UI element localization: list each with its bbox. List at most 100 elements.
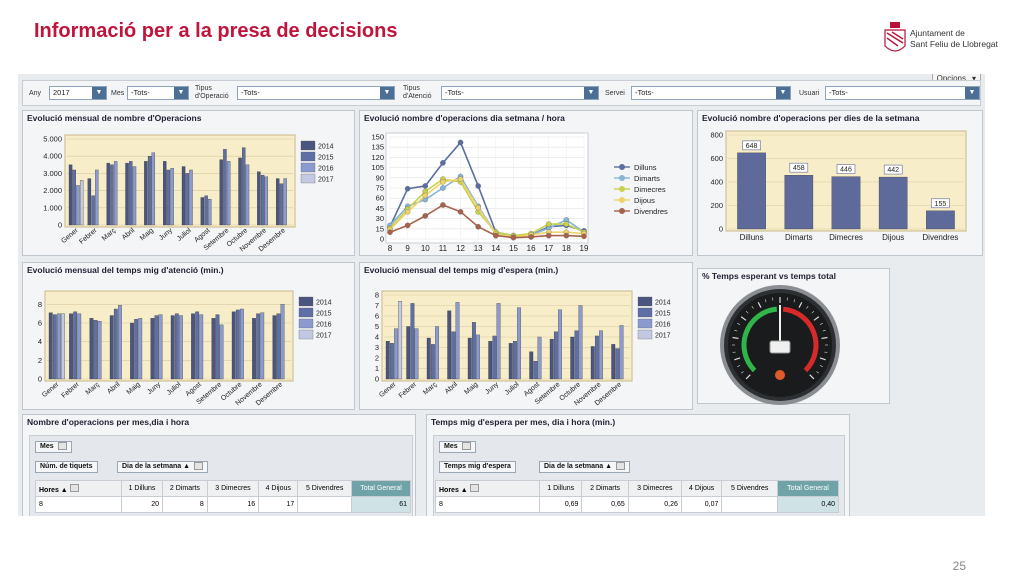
x-tick-label: Dimarts — [785, 233, 813, 242]
chevron-down-icon[interactable]: ▼ — [174, 87, 188, 99]
legend-marker — [619, 186, 625, 192]
bar — [831, 176, 861, 230]
grid-hours-header[interactable]: Hores ▲ — [35, 480, 122, 497]
legend-label: Divendres — [634, 207, 668, 216]
chevron-down-icon[interactable]: ▼ — [965, 87, 979, 99]
grid-cell: 17 — [258, 496, 299, 513]
filter-month-select[interactable]: -Tots- ▼ — [127, 86, 189, 100]
bar-2015 — [174, 313, 179, 380]
x-tick-label: Abril — [444, 381, 460, 396]
grid-measure-field[interactable]: Núm. de tiquets — [35, 461, 98, 473]
data-point — [475, 224, 481, 230]
bar-2015 — [134, 319, 139, 380]
data-point — [457, 209, 464, 215]
x-tick-label: Gener — [60, 227, 80, 245]
sort-icon[interactable]: ▲ — [460, 486, 468, 494]
grid-hours-header[interactable]: Hores ▲ — [435, 480, 540, 497]
bar-2014 — [231, 311, 236, 380]
filter-user-label: Usuari — [799, 90, 820, 97]
filter-operation-type-select[interactable]: -Tots- ▼ — [237, 86, 395, 100]
bar-2014 — [191, 313, 195, 380]
chevron-down-icon[interactable]: ▼ — [92, 87, 106, 99]
grid-weekday-field[interactable]: Dia de la setmana ▲ — [539, 461, 631, 473]
y-tick-label: 45 — [376, 204, 384, 213]
x-tick-label: Febrer — [78, 227, 99, 246]
bar-2014 — [163, 161, 167, 226]
data-point — [581, 233, 587, 240]
data-point — [475, 204, 481, 211]
bar-2014 — [125, 162, 129, 226]
filter-icon[interactable] — [69, 483, 79, 492]
legend-label: 2015 — [318, 155, 334, 162]
bar-2015 — [73, 311, 78, 380]
x-tick-label: Febrer — [398, 381, 419, 400]
y-tick-label: 2.000 — [43, 186, 62, 195]
bar-2014 — [488, 341, 493, 380]
bar-2014 — [211, 318, 216, 380]
bar-2014 — [611, 344, 616, 380]
filter-attention-type-select[interactable]: -Tots- ▼ — [441, 86, 599, 100]
grid-col-header: 2 Dimarts — [581, 480, 629, 497]
bar-2014 — [144, 161, 148, 226]
bar-2016 — [113, 161, 118, 226]
filter-service-select[interactable]: -Tots- ▼ — [631, 86, 791, 100]
chevron-down-icon[interactable]: ▼ — [380, 87, 394, 99]
plot-area — [64, 134, 296, 228]
x-tick-label: Juny — [158, 227, 174, 242]
filter-year-select[interactable]: 2017 ▼ — [49, 86, 107, 100]
y-tick-label: 600 — [710, 154, 723, 163]
filter-icon[interactable] — [57, 442, 67, 451]
bar-2016 — [578, 305, 583, 380]
filter-user-select[interactable]: -Tots- ▼ — [825, 86, 980, 100]
gauge-tick — [819, 357, 826, 361]
bar-2016 — [245, 164, 250, 226]
bar-2016 — [77, 313, 82, 380]
data-point — [545, 221, 552, 227]
data-label-box — [836, 164, 856, 174]
bar-2015 — [471, 322, 476, 380]
data-point — [528, 234, 534, 240]
chevron-down-icon[interactable]: ▼ — [776, 87, 790, 99]
legend-label: 2014 — [318, 144, 334, 151]
filter-icon[interactable] — [461, 442, 471, 451]
legend-marker — [619, 208, 625, 214]
gauge-indicator — [775, 370, 785, 380]
grid-month-field[interactable]: Mes — [439, 441, 476, 453]
grid-cell: 8 — [162, 496, 208, 513]
filter-operation-type-label: Tipus d'Operació — [195, 85, 229, 100]
bar-2014 — [590, 346, 595, 380]
legend-marker — [619, 197, 625, 203]
legend-swatch — [300, 173, 316, 184]
grid-col-header: 3 Dimecres — [627, 480, 682, 497]
legend-swatch — [637, 329, 653, 340]
bar-2015 — [389, 343, 394, 380]
x-tick-label: Abril — [121, 227, 137, 242]
legend-label: 2015 — [655, 311, 671, 318]
grid-row-label: 8 — [35, 496, 122, 513]
filter-icon[interactable] — [616, 462, 626, 471]
gauge-tick — [740, 371, 744, 374]
data-point — [475, 183, 481, 189]
grid-month-field[interactable]: Mes — [35, 441, 72, 453]
bar-2016 — [97, 320, 102, 380]
data-label-box — [789, 162, 809, 173]
bar-2015 — [204, 195, 208, 226]
legend-label: 2016 — [316, 322, 332, 329]
grid-measure-field[interactable]: Temps mig d'espera — [439, 461, 516, 473]
data-label: 155 — [935, 201, 947, 208]
filter-icon[interactable] — [194, 462, 204, 471]
legend-swatch — [298, 318, 314, 329]
panel-title: % Temps esperant vs temps total — [702, 271, 836, 281]
bar-2016 — [199, 314, 204, 380]
data-point — [510, 234, 517, 241]
data-point — [440, 160, 446, 166]
series-line-Dijous — [389, 178, 585, 238]
grid-weekday-field[interactable]: Dia de la setmana ▲ — [117, 461, 209, 473]
filter-icon[interactable] — [469, 483, 479, 492]
y-tick-label: 135 — [371, 143, 384, 152]
bar-2015 — [533, 361, 538, 380]
chevron-down-icon[interactable]: ▼ — [584, 87, 598, 99]
dashboard-screenshot: Opcions Any 2017▼ Mes -Tots-▼ Tipusd'Ope… — [18, 74, 985, 516]
sort-icon[interactable]: ▲ — [60, 486, 68, 494]
gauge-tick — [806, 305, 809, 309]
